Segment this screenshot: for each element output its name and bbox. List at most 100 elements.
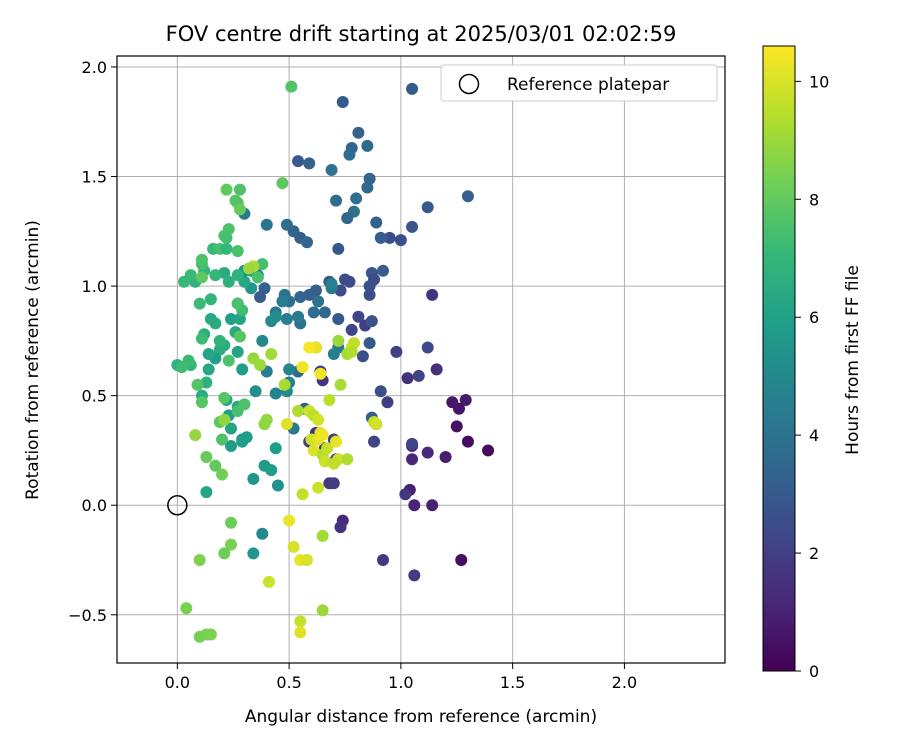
scatter-point [294,615,307,628]
scatter-point [301,554,313,567]
scatter-point [323,394,336,407]
scatter-point [251,271,264,284]
scatter-point [231,245,244,258]
scatter-point [332,334,345,347]
scatter-point [180,602,193,615]
scatter-point [336,96,349,109]
scatter-point [408,499,421,512]
scatter-point [312,295,325,308]
scatter-point [204,293,217,306]
scatter-point [222,275,235,288]
scatter-point [377,264,389,277]
scatter-point [276,295,289,308]
scatter-point [283,363,296,376]
scatter-point [231,345,244,358]
scatter-point [482,444,495,457]
scatter-point [321,442,334,455]
scatter-point [287,540,300,553]
scatter-point [421,446,434,459]
scatter-point [294,291,307,304]
scatter-point [343,275,356,288]
scatter-point [233,183,246,196]
scatter-point [222,354,235,367]
x-tick-label: 1.5 [500,673,525,692]
x-tick-label: 2.0 [612,673,637,692]
scatter-point [316,604,329,617]
scatter-point [408,569,421,582]
scatter-point [218,391,231,404]
scatter-point [195,332,208,345]
scatter-point [240,431,253,444]
scatter-point [312,413,325,426]
legend-marker-icon [458,73,480,95]
data-points [171,80,495,643]
scatter-point [461,435,474,448]
scatter-point [446,396,459,409]
scatter-point [325,163,338,176]
scatter-point [330,194,343,207]
scatter-point [175,361,188,374]
scatter-point [383,231,396,244]
scatter-point [334,521,347,534]
scatter-point [334,378,347,391]
scatter-point [412,369,425,382]
scatter-point [303,157,316,170]
scatter-point [269,442,282,455]
scatter-point [350,192,363,205]
legend: Reference platepar [440,64,718,102]
scatter-point [461,190,474,203]
scatter-point [265,348,278,361]
scatter-point [368,273,381,286]
scatter-point [296,361,309,374]
scatter-point [242,262,255,275]
scatter-point [330,435,343,448]
scatter-point [204,628,217,641]
scatter-point [209,459,222,472]
scatter-point [307,306,320,319]
scatter-point [220,231,233,244]
scatter-point [218,413,231,426]
scatter-point [200,451,213,464]
scatter-point [220,242,233,255]
scatter-point [361,181,374,194]
scatter-point [406,453,419,466]
scatter-point [271,479,284,492]
scatter-point [345,345,358,358]
colorbar-ticks: 0 2 4 6 8 10 [795,72,829,681]
scatter-point [421,201,434,214]
scatter-point [231,269,244,282]
scatter-point [254,358,267,371]
scatter-point [195,253,208,266]
scatter-point [406,82,419,95]
scatter-point [370,216,383,229]
scatter-point [368,435,381,448]
scatter-point [216,468,229,481]
x-axis-label: Angular distance from reference (arcmin) [245,707,597,727]
scatter-point [292,310,305,323]
scatter-point [280,218,293,231]
scatter-point [278,378,291,391]
scatter-point [209,269,222,282]
scatter-point [280,312,293,325]
scatter-point [390,345,403,358]
scatter-point [325,277,338,290]
scatter-point [327,477,340,490]
colorbar-tick-label: 8 [809,190,819,209]
x-tick-label: 0.5 [276,673,301,692]
legend-entry-reference-platepar: Reference platepar [507,75,669,95]
y-tick-label: 1.5 [82,168,107,187]
y-tick-label: −0.5 [68,606,107,625]
scatter-point [303,341,316,354]
colorbar-tick-label: 6 [809,308,819,327]
reference-platepar-marker [167,494,188,516]
scatter-point [341,212,354,225]
scatter-point [374,231,387,244]
scatter-point [327,457,340,470]
scatter-point [269,310,282,323]
scatter-point [406,437,419,450]
scatter-point [247,472,260,485]
scatter-point [265,464,278,477]
scatter-point [195,271,208,284]
scatter-point [202,363,215,376]
scatter-point [220,183,233,196]
